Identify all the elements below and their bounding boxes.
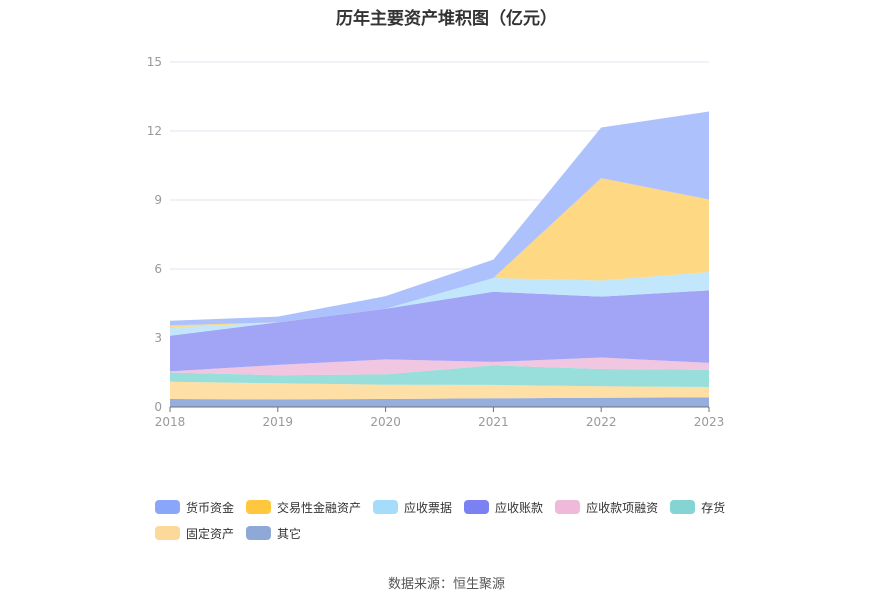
legend-swatch: [246, 526, 272, 540]
x-tick-label: 2021: [478, 415, 509, 429]
y-tick-label: 9: [154, 193, 162, 207]
area-series-1: [170, 381, 709, 400]
legend-label: 应收票据: [404, 500, 453, 515]
area-series-2: [170, 365, 709, 387]
chart-title: 历年主要资产堆积图（亿元）: [336, 9, 557, 29]
y-tick-label: 3: [154, 331, 162, 345]
legend-swatch: [373, 500, 399, 514]
legend-item[interactable]: 交易性金融资产: [246, 499, 361, 516]
legend-label: 固定资产: [186, 526, 235, 541]
y-tick-label: 12: [147, 124, 162, 138]
legend-row-1: 货币资金 交易性金融资产 应收票据 应收账款 应收款项融资 存货: [155, 494, 775, 520]
x-tick-label: 2018: [155, 415, 186, 429]
legend-row-2: 固定资产 其它: [155, 520, 775, 546]
legend-item[interactable]: 应收账款: [464, 499, 543, 516]
legend-label: 货币资金: [186, 500, 235, 515]
legend-label: 交易性金融资产: [277, 500, 362, 515]
area-series-4: [170, 290, 709, 372]
legend-swatch: [246, 500, 272, 514]
area-series-3: [170, 357, 709, 376]
area-series-0: [170, 397, 709, 407]
legend-swatch: [155, 526, 180, 540]
y-tick-label: 15: [147, 55, 162, 69]
legend-item[interactable]: 固定资产: [155, 525, 234, 542]
legend: 货币资金 交易性金融资产 应收票据 应收账款 应收款项融资 存货 固定资产 其它: [155, 494, 775, 546]
x-tick-label: 2020: [370, 415, 401, 429]
legend-label: 应收款项融资: [586, 500, 659, 515]
legend-swatch: [464, 500, 490, 514]
legend-item[interactable]: 其它: [246, 525, 301, 542]
data-source: 数据来源：恒生聚源: [387, 577, 505, 592]
legend-swatch: [155, 500, 180, 514]
y-tick-label: 6: [154, 262, 162, 276]
legend-item[interactable]: 货币资金: [155, 499, 234, 516]
x-tick-label: 2022: [586, 415, 617, 429]
legend-swatch: [670, 500, 696, 514]
legend-label: 其它: [277, 526, 302, 541]
legend-label: 存货: [701, 500, 726, 515]
legend-item[interactable]: 应收票据: [373, 499, 452, 516]
legend-item[interactable]: 应收款项融资: [555, 499, 658, 516]
area-series-7: [170, 111, 709, 326]
legend-label: 应收账款: [495, 500, 544, 515]
x-tick-label: 2019: [263, 415, 294, 429]
x-tick-label: 2023: [694, 415, 725, 429]
legend-item[interactable]: 存货: [670, 499, 725, 516]
legend-swatch: [555, 500, 581, 514]
area-series-5: [170, 271, 709, 336]
y-tick-label: 0: [154, 400, 162, 414]
area-series-6: [170, 178, 709, 328]
